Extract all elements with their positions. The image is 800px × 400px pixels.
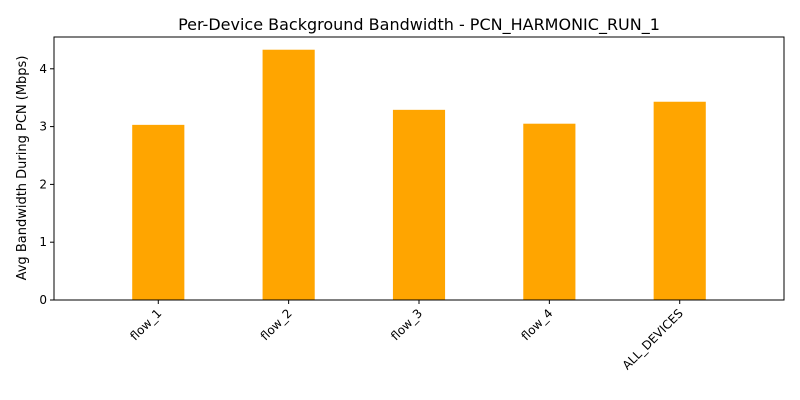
- bar-flow_3: [392, 109, 446, 300]
- y-axis-ticks: 0 1 2 3 4: [39, 62, 54, 307]
- plot-area-frame: [53, 36, 785, 301]
- x-tick-label: flow_3: [388, 306, 425, 343]
- chart-title: Per-Device Background Bandwidth - PCN_HA…: [178, 15, 660, 35]
- bars-group: [132, 49, 706, 300]
- bar-flow_1: [132, 124, 185, 300]
- y-axis-label: Avg Bandwidth During PCN (Mbps): [15, 56, 30, 281]
- bar-flow_4: [523, 123, 576, 300]
- x-tick-label: flow_4: [518, 306, 555, 343]
- bar-ALL_DEVICES: [653, 101, 706, 300]
- bar-flow_2: [262, 49, 315, 300]
- x-tick-label: flow_2: [258, 306, 295, 343]
- x-axis-ticks: flow_1 flow_2 flow_3 flow_4 ALL_DEVICES: [127, 300, 686, 373]
- y-tick-label: 0: [39, 293, 47, 307]
- x-tick-label: flow_1: [127, 306, 164, 343]
- y-tick-label: 3: [39, 120, 47, 134]
- y-tick-label: 1: [39, 235, 47, 249]
- x-tick-label: ALL_DEVICES: [620, 306, 686, 372]
- y-tick-label: 2: [39, 177, 47, 191]
- y-tick-label: 4: [39, 62, 47, 76]
